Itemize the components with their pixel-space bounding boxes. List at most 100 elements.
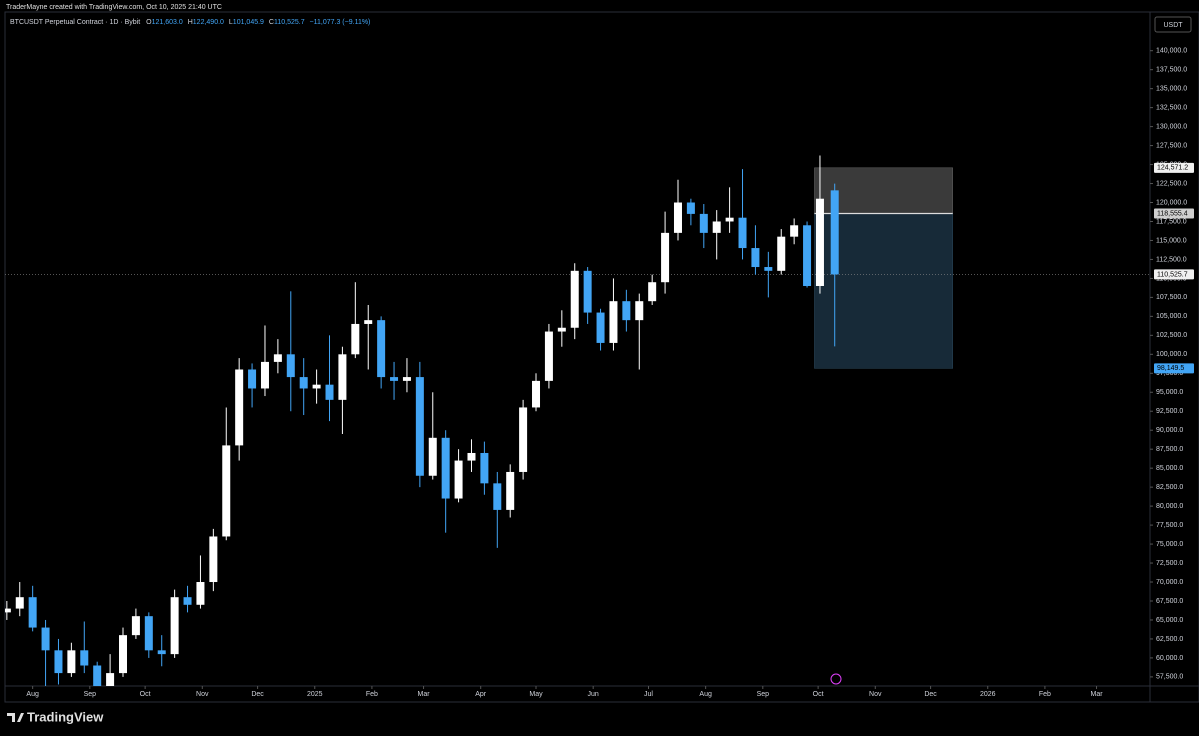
candle-body — [402, 377, 411, 381]
candle-body — [830, 190, 839, 275]
candle-body — [5, 608, 11, 613]
event-icon[interactable] — [830, 673, 842, 685]
candle-body — [286, 354, 295, 378]
y-tick-label: 57,500.0 — [1156, 674, 1183, 681]
x-tick-label: Sep — [84, 691, 97, 698]
x-tick-label: Aug — [699, 691, 712, 698]
candle-body — [299, 377, 308, 389]
candle-body — [557, 327, 566, 332]
candle-body — [390, 377, 399, 381]
candle-body — [790, 225, 799, 237]
candle-body — [428, 437, 437, 476]
candle-body — [583, 270, 592, 313]
y-tick-label: 82,500.0 — [1156, 484, 1183, 491]
legend-value: 122,490.0 — [193, 19, 224, 26]
candle-body — [144, 616, 153, 651]
y-tick-label: 65,000.0 — [1156, 617, 1183, 624]
logo-icon — [7, 713, 24, 722]
currency: USDT — [1163, 22, 1183, 29]
plot-area — [5, 155, 1150, 686]
price-tag-label: 124,571.2 — [1157, 165, 1188, 172]
legend-symbol: BTCUSDT Perpetual Contract · 1D · Bybit — [10, 19, 140, 26]
candle-body — [712, 221, 721, 233]
candle-body — [506, 471, 515, 510]
candle-body — [170, 597, 179, 655]
candle-body — [764, 267, 773, 271]
candle-body — [622, 301, 631, 321]
candle-body — [648, 282, 657, 302]
x-tick-label: Jul — [644, 691, 653, 698]
x-tick-label: Mar — [418, 691, 431, 698]
candle-body — [222, 445, 231, 537]
price-tag-label: 98,149.5 — [1157, 365, 1184, 372]
frame — [4, 11, 1199, 703]
candle-body — [183, 597, 192, 605]
candle-body — [273, 354, 282, 362]
legend-key: L — [229, 19, 233, 26]
candle-body — [777, 236, 786, 271]
legend: BTCUSDT Perpetual Contract · 1D · Bybit … — [10, 19, 370, 26]
legend-key: O — [146, 19, 152, 26]
candle-body — [157, 650, 166, 655]
candle-body — [635, 301, 644, 321]
candle-body — [248, 369, 257, 389]
candle-body — [80, 650, 89, 666]
x-tick-label: Feb — [1039, 691, 1051, 698]
y-tick-label: 112,500.0 — [1156, 256, 1187, 263]
current-price-label: 110,525.7 — [1157, 271, 1188, 278]
candle-body — [41, 627, 50, 651]
y-tick-label: 92,500.0 — [1156, 408, 1183, 415]
y-tick-label: 140,000.0 — [1156, 48, 1187, 55]
y-tick-label: 105,000.0 — [1156, 313, 1187, 320]
candle-body — [699, 213, 708, 233]
candle-body — [725, 217, 734, 222]
candle-body — [441, 437, 450, 499]
x-tick-label: Oct — [140, 691, 151, 698]
candle-body — [415, 377, 424, 476]
x-tick-label: May — [529, 691, 543, 698]
y-tick-label: 70,000.0 — [1156, 579, 1183, 586]
y-tick-label: 107,500.0 — [1156, 294, 1187, 301]
x-tick-label: Oct — [813, 691, 824, 698]
y-tick-label: 120,000.0 — [1156, 199, 1187, 206]
x-tick-label: Dec — [924, 691, 937, 698]
logo-text: TradingView — [27, 709, 104, 724]
candle-body — [260, 361, 269, 389]
currency-box[interactable] — [1154, 16, 1192, 33]
y-tick-label: 90,000.0 — [1156, 427, 1183, 434]
x-tick-label: Aug — [26, 691, 39, 698]
candle-body — [570, 270, 579, 328]
candle-body — [661, 232, 670, 283]
candle-body — [196, 582, 205, 605]
x-tick-label: 2025 — [307, 691, 323, 698]
y-tick-label: 115,000.0 — [1156, 237, 1187, 244]
candle-body — [519, 407, 528, 472]
y-tick-label: 85,000.0 — [1156, 465, 1183, 472]
y-tick-label: 122,500.0 — [1156, 180, 1187, 187]
price-tag — [1154, 363, 1194, 374]
y-tick-label: 97,500.0 — [1156, 370, 1183, 377]
x-tick-label: Apr — [475, 691, 487, 698]
legend-key: C — [269, 19, 274, 26]
price-tag — [1154, 162, 1194, 173]
legend-value: 101,045.9 — [233, 19, 264, 26]
candle-body — [338, 354, 347, 400]
candle-body — [686, 202, 695, 214]
candle-body — [235, 369, 244, 446]
candle-body — [15, 597, 24, 609]
x-tick-label: Sep — [757, 691, 770, 698]
x-tick-label: Mar — [1090, 691, 1103, 698]
x-tick-label: Nov — [869, 691, 882, 698]
candle-body — [209, 536, 218, 583]
candle-body — [119, 635, 128, 674]
current-price-tag — [1154, 269, 1194, 280]
candle-body — [364, 320, 373, 324]
candle-body — [480, 452, 489, 484]
y-tick-label: 87,500.0 — [1156, 446, 1183, 453]
y-tick-label: 137,500.0 — [1156, 67, 1187, 74]
y-tick-label: 75,000.0 — [1156, 541, 1183, 548]
candle-body — [467, 452, 476, 461]
header: TraderMayne created with TradingView.com… — [6, 4, 222, 11]
x-tick-label: Jun — [588, 691, 599, 698]
